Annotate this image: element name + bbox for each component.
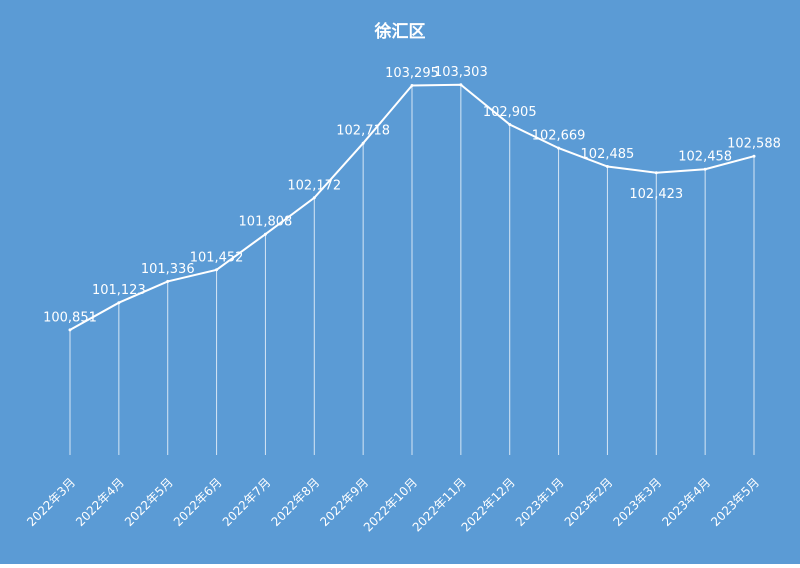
point bbox=[703, 167, 707, 171]
value-label: 102,172 bbox=[287, 178, 341, 193]
value-label: 102,905 bbox=[483, 105, 537, 120]
value-label: 102,669 bbox=[532, 129, 586, 144]
point bbox=[459, 83, 463, 87]
point bbox=[68, 328, 72, 332]
point bbox=[605, 165, 609, 168]
chart-title: 徐汇区 bbox=[374, 21, 426, 42]
point bbox=[117, 301, 121, 305]
value-label: 103,295 bbox=[385, 66, 439, 81]
point bbox=[508, 123, 512, 126]
value-label: 102,423 bbox=[629, 187, 683, 202]
point bbox=[361, 141, 365, 145]
point bbox=[410, 84, 414, 87]
value-label: 101,808 bbox=[239, 215, 293, 230]
point bbox=[312, 196, 316, 200]
value-label: 101,123 bbox=[92, 283, 146, 298]
value-label: 100,851 bbox=[43, 310, 97, 325]
value-label: 103,303 bbox=[434, 65, 488, 80]
point bbox=[654, 171, 658, 175]
value-label: 102,588 bbox=[727, 137, 781, 152]
point bbox=[166, 279, 170, 283]
value-label: 102,458 bbox=[678, 150, 732, 165]
point bbox=[263, 232, 267, 236]
point bbox=[557, 146, 561, 150]
value-label: 101,336 bbox=[141, 262, 195, 277]
value-label: 102,718 bbox=[336, 124, 390, 139]
value-label: 101,452 bbox=[190, 250, 244, 265]
value-label: 102,485 bbox=[581, 147, 635, 162]
point bbox=[215, 268, 219, 272]
point bbox=[752, 154, 756, 158]
